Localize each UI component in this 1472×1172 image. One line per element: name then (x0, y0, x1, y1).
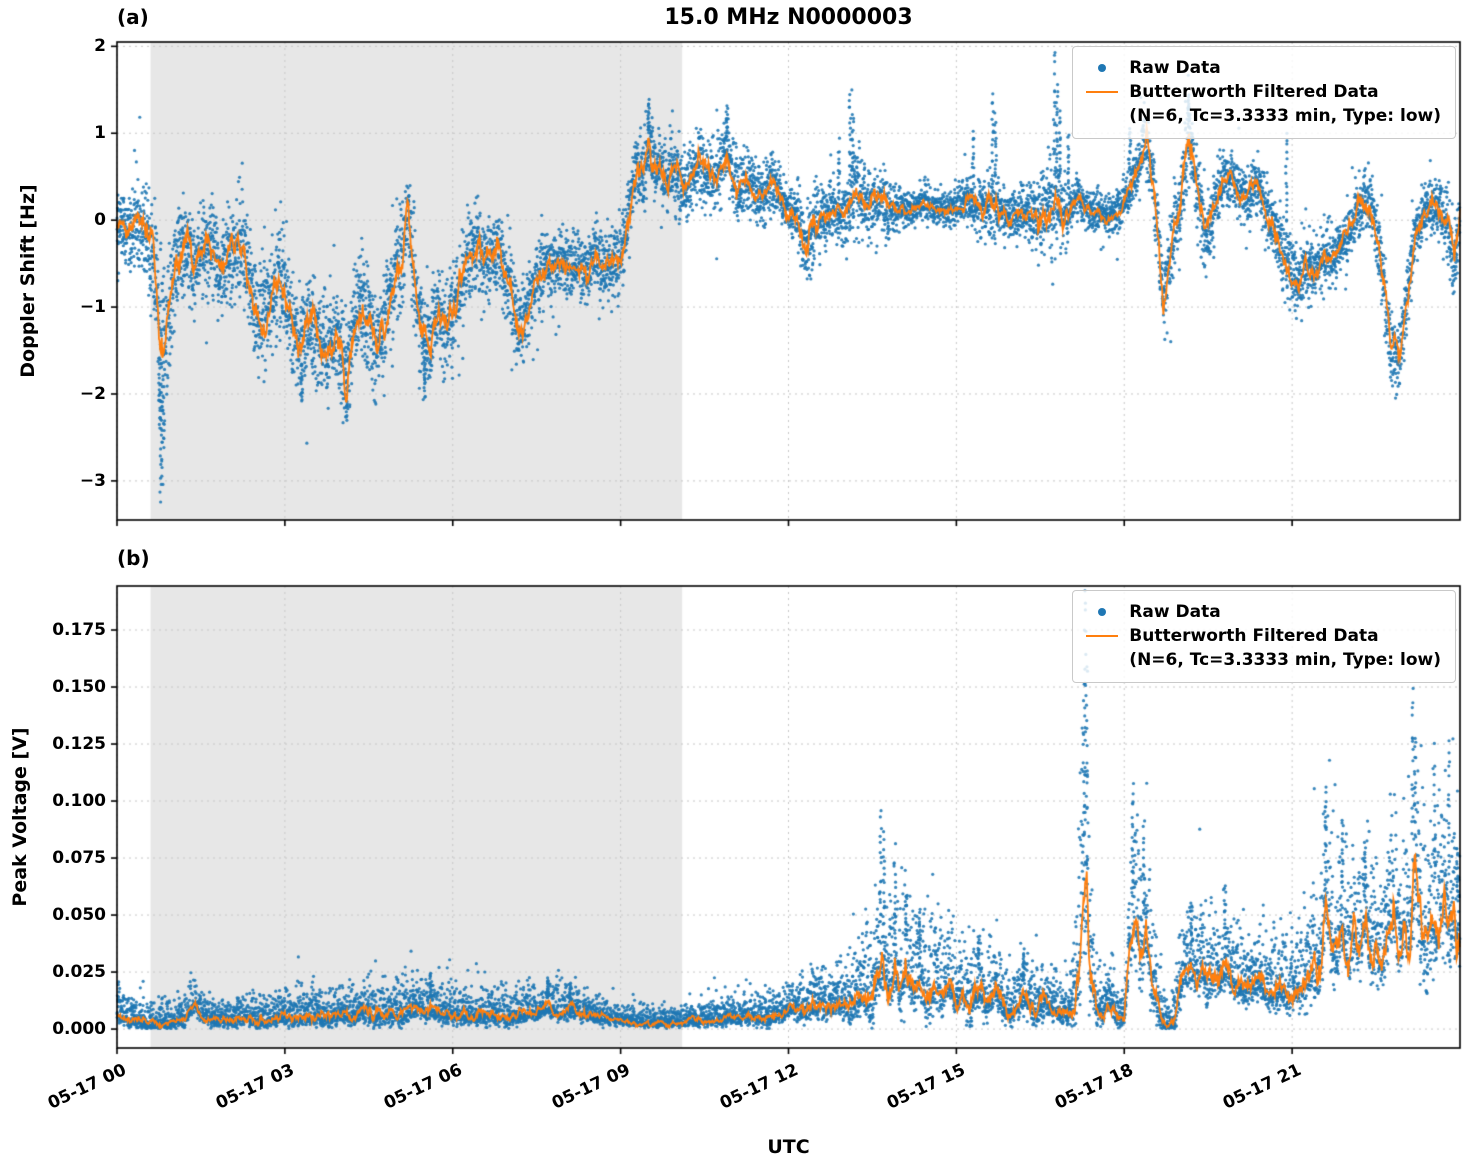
raw-data-marker-icon (1085, 600, 1119, 616)
panel-a-label: (a) (117, 5, 149, 29)
filtered-line-swatch-icon (1085, 80, 1119, 94)
panel-b-label: (b) (117, 546, 150, 570)
legend-panel-b: Raw Data Butterworth Filtered Data (N=6,… (1072, 590, 1456, 684)
figure-title: 15.0 MHz N0000003 (664, 5, 913, 30)
legend-filtered-label-line1: Butterworth Filtered Data (1129, 626, 1379, 647)
legend-item-raw-data: Raw Data (1085, 56, 1441, 80)
legend-filtered-label: Butterworth Filtered Data (N=6, Tc=3.333… (1129, 624, 1441, 672)
legend-item-filtered-data: Butterworth Filtered Data (N=6, Tc=3.333… (1085, 80, 1441, 128)
legend-filtered-label: Butterworth Filtered Data (N=6, Tc=3.333… (1129, 80, 1441, 128)
legend-item-filtered-data: Butterworth Filtered Data (N=6, Tc=3.333… (1085, 624, 1441, 672)
y-axis-label-doppler: Doppler Shift [Hz] (17, 184, 39, 378)
legend-raw-label: Raw Data (1129, 602, 1221, 622)
legend-item-raw-data: Raw Data (1085, 600, 1441, 624)
legend-filtered-label-line1: Butterworth Filtered Data (1129, 82, 1379, 103)
x-axis-label-utc: UTC (767, 1136, 810, 1158)
legend-filtered-label-line2: (N=6, Tc=3.3333 min, Type: low) (1129, 106, 1441, 127)
legend-raw-label: Raw Data (1129, 58, 1221, 78)
legend-filtered-label-line2: (N=6, Tc=3.3333 min, Type: low) (1129, 650, 1441, 671)
raw-data-marker-icon (1085, 56, 1119, 72)
y-axis-label-voltage: Peak Voltage [V] (9, 727, 31, 907)
filtered-line-swatch-icon (1085, 624, 1119, 638)
legend-panel-a: Raw Data Butterworth Filtered Data (N=6,… (1072, 46, 1456, 140)
